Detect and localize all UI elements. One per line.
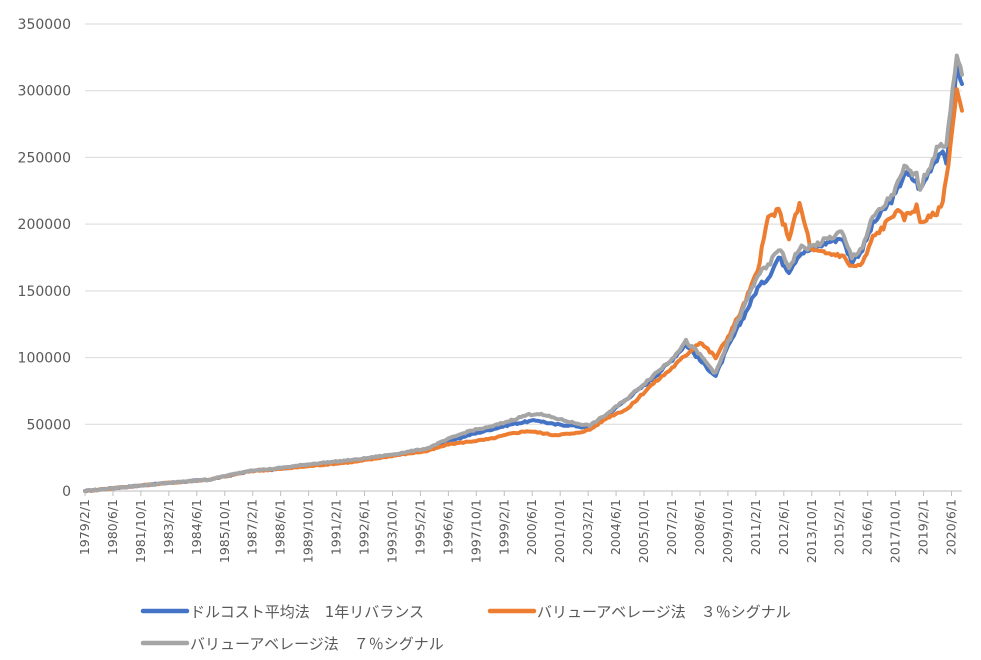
x-tick-label: 1997/10/1 xyxy=(468,499,483,563)
x-tick-label: 2011/2/1 xyxy=(748,499,763,555)
y-tick-label: 250000 xyxy=(18,150,71,166)
y-tick-label: 100000 xyxy=(18,351,71,367)
legend-label: バリューアベレージ法 ７％シグナル xyxy=(190,635,444,653)
x-tick-label: 2015/2/1 xyxy=(832,499,847,555)
gridlines xyxy=(85,23,962,492)
legend: ドルコスト平均法 1年リバランス バリューアベレージ法 ３％シグナルバリューアベレ… xyxy=(140,603,791,653)
x-tick-label: 2013/10/1 xyxy=(804,499,819,563)
y-tick-label: 300000 xyxy=(18,84,71,100)
y-tick-label: 200000 xyxy=(18,217,71,233)
series-lines xyxy=(83,53,964,494)
x-tick-label: 2012/6/1 xyxy=(776,499,791,555)
x-tick-label: 2016/6/1 xyxy=(860,499,875,555)
x-tick-label: 2008/6/1 xyxy=(692,499,707,555)
series-line-2 xyxy=(83,87,964,494)
y-tick-label: 50000 xyxy=(26,417,71,433)
x-tick-label: 1996/6/1 xyxy=(440,499,455,555)
x-tick-label: 1992/6/1 xyxy=(357,499,372,555)
legend-label: ドルコスト平均法 1年リバランス xyxy=(190,603,424,621)
y-tick-label: 150000 xyxy=(18,284,71,300)
x-tick-label: 2009/10/1 xyxy=(720,499,735,563)
x-tick-label: 2001/10/1 xyxy=(552,499,567,563)
x-tick-label: 1985/10/1 xyxy=(217,499,232,563)
x-tick-label: 1983/2/1 xyxy=(161,499,176,555)
x-tick-label: 1980/6/1 xyxy=(105,499,120,555)
x-tick-label: 2017/10/1 xyxy=(888,499,903,563)
x-tick-label: 2004/6/1 xyxy=(608,499,623,555)
series-line-1 xyxy=(83,62,964,493)
series-line-3 xyxy=(83,53,964,493)
y-tick-label: 0 xyxy=(62,484,71,500)
x-tick-label: 1993/10/1 xyxy=(384,499,399,563)
legend-label: バリューアベレージ法 ３％シグナル xyxy=(537,603,791,621)
y-tick-label: 350000 xyxy=(18,17,71,33)
x-tick-label: 2005/10/1 xyxy=(636,499,651,563)
x-tick-label: 2007/2/1 xyxy=(664,499,679,555)
x-tick-label: 2020/6/1 xyxy=(944,499,959,555)
x-tick-label: 1984/6/1 xyxy=(189,499,204,555)
x-tick-label: 2000/6/1 xyxy=(524,499,539,555)
x-tick-label: 1979/2/1 xyxy=(77,499,92,555)
x-tick-label: 1989/10/1 xyxy=(301,499,316,563)
x-axis-ticks: 1979/2/1 1980/6/1 1981/10/1 1983/2/1 1984/6/… xyxy=(77,490,962,563)
x-tick-label: 2003/2/1 xyxy=(580,499,595,555)
x-tick-label: 1999/2/1 xyxy=(496,499,511,555)
x-tick-label: 2019/2/1 xyxy=(916,499,931,555)
x-tick-label: 1987/2/1 xyxy=(245,499,260,555)
x-tick-label: 1981/10/1 xyxy=(133,499,148,563)
x-tick-label: 1991/2/1 xyxy=(329,499,344,555)
x-tick-label: 1988/6/1 xyxy=(273,499,288,555)
x-tick-label: 1995/2/1 xyxy=(412,499,427,555)
y-axis-ticks: 0 50000 100000 150000 200000 250000 300000 3500… xyxy=(18,17,71,500)
